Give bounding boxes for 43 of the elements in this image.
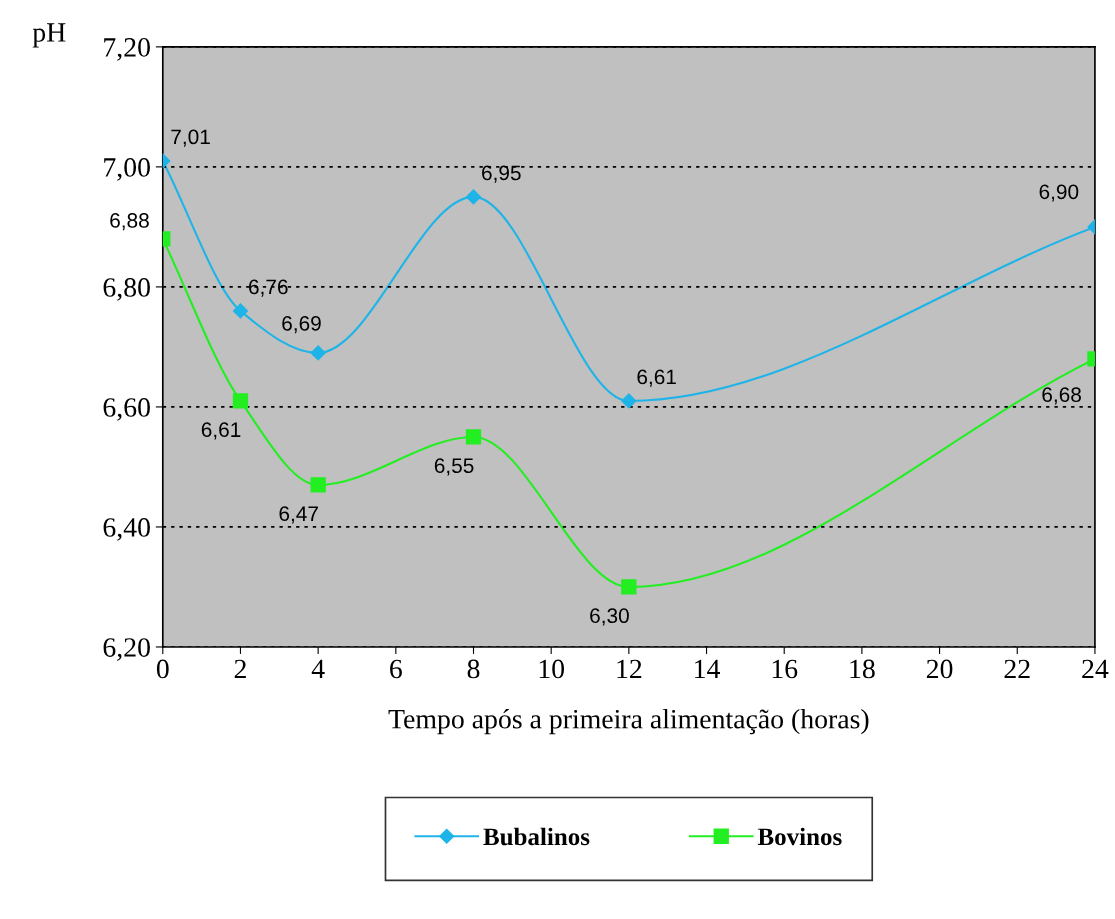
point [232,303,249,319]
point [232,393,249,409]
x-tick-label: 4 [311,659,325,679]
data-label: 6,30 [590,608,629,626]
x-tick-label: 20 [926,659,953,679]
x-tick-label: 12 [617,659,642,679]
y-tick-label: 6,80 [103,278,150,301]
x-tick-label: 0 [156,659,169,679]
y-tick-label: 6,40 [103,518,150,541]
data-label: 6,55 [434,458,474,476]
data-label: 7,01 [171,129,210,147]
data-label: 6,61 [637,369,676,387]
y-axis-title: pH [32,23,66,48]
data-label: 6,61 [201,422,241,440]
data-label: 6,88 [110,213,149,231]
y-tick-label: 6,60 [103,398,150,421]
legend-label: Bovinos [757,827,842,846]
point [310,477,326,493]
x-tick-label: 6 [390,659,402,679]
x-axis-title: Tempo após a primeira alimentação (horas) [388,708,869,735]
point [621,579,637,595]
legend-label: Bubalinos [483,827,590,846]
x-tick-label: 22 [1004,659,1030,679]
x-tick-label: 10 [539,659,565,679]
y-tick-label: 7,00 [104,158,150,181]
point [310,345,326,361]
y-tick-label: 7,20 [104,38,150,61]
data-label: 6,95 [482,165,521,183]
x-tick-label: 24 [1082,659,1109,679]
point [465,189,482,205]
data-label: 6,68 [1042,387,1081,405]
x-tick-label: 16 [772,659,798,679]
x-tick-label: 8 [467,659,480,679]
data-label: 6,47 [279,506,318,524]
x-tick-label: 18 [850,659,875,679]
data-label: 6,90 [1039,184,1079,202]
data-label: 6,69 [282,315,321,334]
x-tick-label: 2 [234,659,246,679]
x-tick-label: 14 [695,659,720,679]
point [621,393,637,409]
data-label: 6,76 [249,279,288,297]
y-tick-label: 6,20 [103,638,150,661]
point [465,429,482,445]
